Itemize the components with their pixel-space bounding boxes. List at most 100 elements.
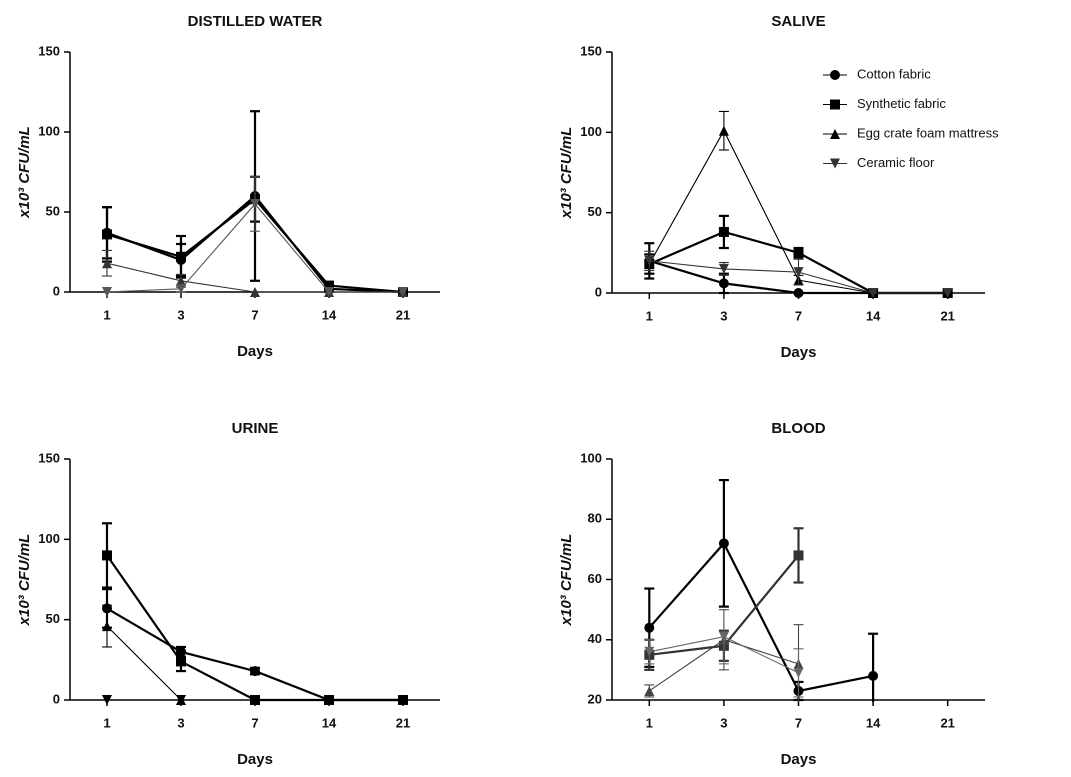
marker — [830, 129, 840, 139]
x-tick-label: 3 — [177, 307, 184, 322]
y-tick-label: 100 — [580, 124, 602, 139]
marker — [176, 251, 186, 262]
y-tick-label: 0 — [53, 691, 60, 706]
marker — [102, 550, 112, 561]
marker — [324, 287, 334, 297]
y-axis-label: x10³ CFU/mL — [16, 126, 33, 219]
x-axis-label: Days — [237, 343, 273, 360]
x-tick-label: 1 — [646, 715, 653, 730]
legend-label: Cotton fabric — [857, 66, 931, 81]
x-tick-label: 7 — [251, 307, 258, 322]
x-tick-label: 3 — [720, 308, 727, 323]
marker — [250, 666, 260, 677]
marker — [718, 125, 729, 136]
marker — [793, 550, 804, 561]
y-tick-label: 80 — [588, 511, 602, 526]
marker — [102, 229, 112, 240]
y-axis-label: x10³ CFU/mL — [558, 127, 575, 220]
x-tick-label: 7 — [795, 715, 802, 730]
marker — [324, 695, 334, 705]
x-tick-label: 7 — [251, 715, 258, 730]
y-tick-label: 100 — [580, 450, 602, 465]
y-tick-label: 0 — [53, 283, 60, 298]
marker — [793, 667, 804, 678]
series-line — [106, 554, 403, 702]
series-line — [106, 607, 403, 702]
chart-title: BLOOD — [771, 420, 825, 437]
marker — [102, 287, 112, 297]
y-tick-label: 150 — [38, 43, 60, 58]
marker — [644, 622, 655, 633]
marker — [644, 646, 655, 657]
x-tick-label: 1 — [103, 307, 110, 322]
marker — [868, 288, 879, 298]
marker — [718, 263, 729, 274]
marker — [176, 283, 186, 294]
marker — [176, 695, 186, 705]
marker — [398, 695, 408, 705]
marker — [830, 158, 840, 169]
x-tick-label: 1 — [103, 715, 110, 730]
marker — [176, 656, 186, 667]
y-tick-label: 50 — [46, 611, 60, 626]
chart-title: URINE — [232, 420, 279, 437]
x-tick-label: 3 — [720, 715, 727, 730]
x-axis-label: Days — [781, 344, 817, 361]
y-axis-label: x10³ CFU/mL — [16, 534, 33, 627]
chart-title: DISTILLED WATER — [188, 13, 323, 30]
legend-label: Ceramic floor — [857, 155, 935, 170]
x-tick-label: 14 — [322, 715, 337, 730]
marker — [102, 695, 112, 705]
marker — [718, 226, 729, 237]
marker — [868, 670, 879, 681]
marker — [644, 685, 655, 696]
y-tick-label: 0 — [595, 284, 602, 299]
y-tick-label: 100 — [38, 123, 60, 138]
x-tick-label: 21 — [940, 715, 954, 730]
marker — [830, 99, 840, 110]
marker — [176, 275, 186, 286]
marker — [398, 287, 408, 297]
x-tick-label: 21 — [940, 308, 954, 323]
y-tick-label: 50 — [46, 203, 60, 218]
marker — [250, 695, 260, 705]
y-tick-label: 50 — [588, 204, 602, 219]
x-tick-label: 14 — [322, 307, 337, 322]
y-axis-label: x10³ CFU/mL — [558, 534, 575, 627]
x-axis-label: Days — [781, 751, 817, 768]
legend-label: Synthetic fabric — [857, 96, 946, 111]
y-tick-label: 20 — [588, 691, 602, 706]
marker — [830, 70, 840, 80]
chart-title: SALIVE — [771, 13, 825, 30]
legend-label: Egg crate foam mattress — [857, 125, 999, 140]
series-line — [106, 625, 403, 701]
y-tick-label: 40 — [588, 631, 602, 646]
y-tick-label: 100 — [38, 531, 60, 546]
marker — [102, 258, 112, 269]
marker — [793, 288, 804, 298]
x-tick-label: 1 — [646, 308, 653, 323]
x-tick-label: 7 — [795, 308, 802, 323]
marker — [102, 621, 112, 632]
x-tick-label: 21 — [396, 307, 410, 322]
y-tick-label: 150 — [580, 43, 602, 58]
x-tick-label: 14 — [866, 308, 881, 323]
marker — [793, 247, 804, 258]
series-line — [648, 541, 874, 693]
x-tick-label: 14 — [866, 715, 881, 730]
marker — [718, 278, 729, 289]
x-tick-label: 3 — [177, 715, 184, 730]
marker — [793, 267, 804, 278]
marker — [324, 280, 334, 291]
marker — [250, 287, 260, 297]
marker — [718, 631, 729, 642]
x-tick-label: 21 — [396, 715, 410, 730]
marker — [250, 199, 260, 209]
y-tick-label: 150 — [38, 450, 60, 465]
marker — [942, 288, 953, 298]
x-axis-label: Days — [237, 751, 273, 768]
marker — [644, 255, 655, 266]
marker — [718, 538, 729, 549]
